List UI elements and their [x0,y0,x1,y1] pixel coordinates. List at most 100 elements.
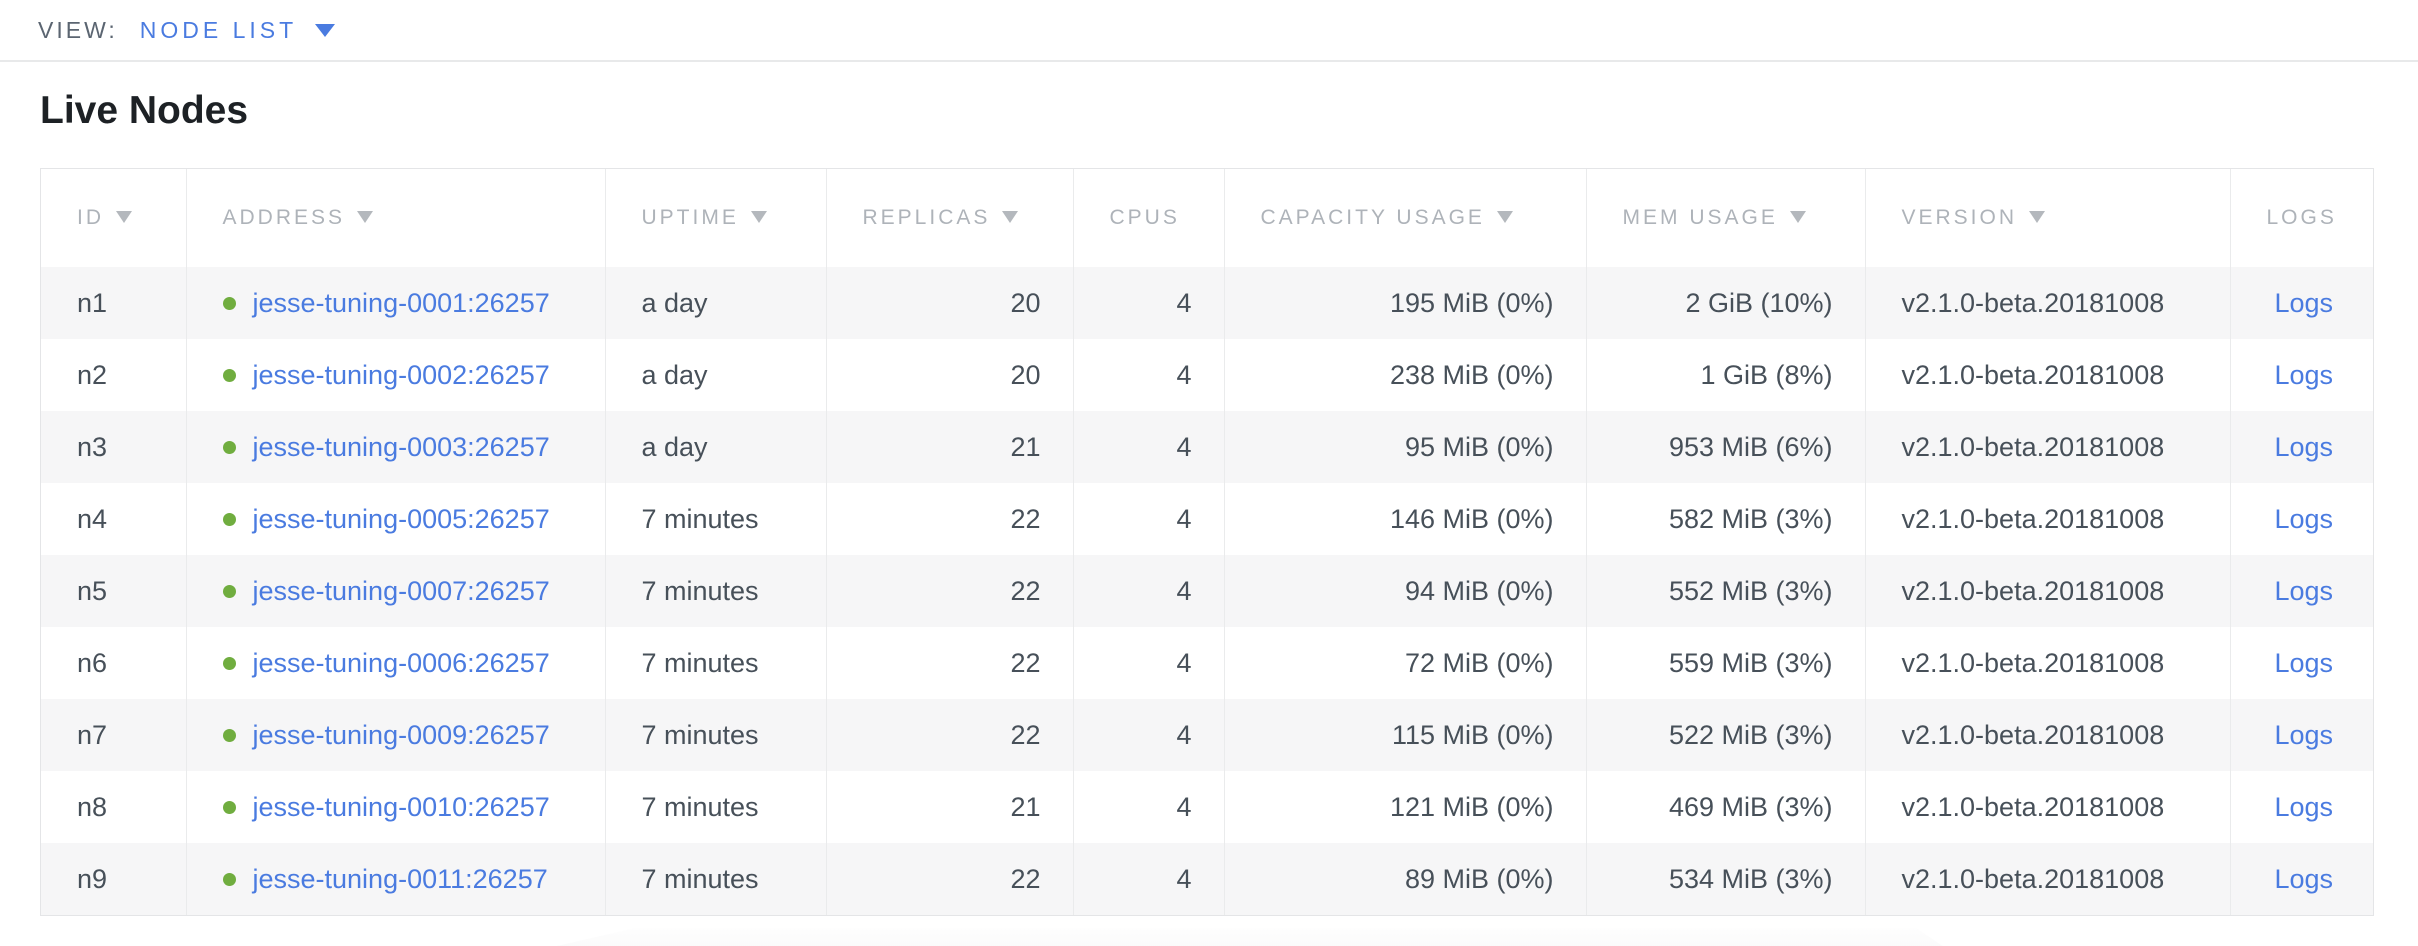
cell-logs: Logs [2230,411,2373,483]
column-header-label: REPLICAS [862,206,991,229]
column-header-capacity[interactable]: CAPACITY USAGE [1224,169,1587,267]
cell-id: n6 [41,627,187,699]
logs-link[interactable]: Logs [2274,431,2334,462]
live-nodes-table: ID ADDRESS UPTIME REPLICAS CPUS CAPACITY USAG… [40,168,2374,916]
logs-link[interactable]: Logs [2274,575,2334,606]
cell-version: v2.1.0-beta.20181008 [1865,627,2231,699]
view-selector-dropdown[interactable]: NODE LIST [139,16,336,44]
cell-id: n7 [41,699,187,771]
cell-mem: 522 MiB (3%) [1586,699,1866,771]
sort-desc-icon [1002,211,1019,223]
cell-mem: 582 MiB (3%) [1586,483,1866,555]
sort-desc-icon [357,211,374,223]
logs-link[interactable]: Logs [2274,647,2334,678]
node-address-link[interactable]: jesse-tuning-0007:26257 [252,575,550,606]
column-header-label: LOGS [2266,206,2337,229]
column-header-mem[interactable]: MEM USAGE [1586,169,1866,267]
cell-id: n9 [41,843,187,915]
cell-id: n1 [41,267,187,339]
cell-uptime: 7 minutes [605,771,827,843]
logs-link[interactable]: Logs [2274,863,2334,894]
cell-id: n3 [41,411,187,483]
cell-version: v2.1.0-beta.20181008 [1865,267,2231,339]
column-header-address[interactable]: ADDRESS [186,169,606,267]
column-header-replicas[interactable]: REPLICAS [826,169,1074,267]
cell-address: jesse-tuning-0011:26257 [186,843,606,915]
table-row: n1 jesse-tuning-0001:26257 a day 20 4 195 MiB… [41,267,2373,339]
cell-version: v2.1.0-beta.20181008 [1865,339,2231,411]
cell-uptime: 7 minutes [605,627,827,699]
table-row: n3 jesse-tuning-0003:26257 a day 21 4 95 MiB … [41,411,2373,483]
cell-address: jesse-tuning-0007:26257 [186,555,606,627]
node-address-link[interactable]: jesse-tuning-0011:26257 [252,863,548,894]
cell-replicas: 22 [826,483,1074,555]
logs-link[interactable]: Logs [2274,791,2334,822]
cell-address: jesse-tuning-0002:26257 [186,339,606,411]
cell-id: n2 [41,339,187,411]
cell-address: jesse-tuning-0009:26257 [186,699,606,771]
node-address-link[interactable]: jesse-tuning-0003:26257 [252,431,550,462]
logs-link[interactable]: Logs [2274,287,2334,318]
column-header-uptime[interactable]: UPTIME [605,169,827,267]
column-header-label: VERSION [1901,206,2018,229]
cell-version: v2.1.0-beta.20181008 [1865,411,2231,483]
node-address-link[interactable]: jesse-tuning-0010:26257 [252,791,550,822]
logs-link[interactable]: Logs [2274,503,2334,534]
logs-link[interactable]: Logs [2274,359,2334,390]
cell-id: n5 [41,555,187,627]
table-row: n5 jesse-tuning-0007:26257 7 minutes 22 4 94 … [41,555,2373,627]
live-status-dot-icon [222,440,236,454]
cell-mem: 2 GiB (10%) [1586,267,1866,339]
node-address-link[interactable]: jesse-tuning-0006:26257 [252,647,550,678]
node-address-link[interactable]: jesse-tuning-0001:26257 [252,287,550,318]
table-row: n9 jesse-tuning-0011:26257 7 minutes 22 4 89 … [41,843,2373,915]
cell-logs: Logs [2230,699,2373,771]
live-status-dot-icon [222,584,236,598]
cell-uptime: 7 minutes [605,555,827,627]
live-status-dot-icon [222,512,236,526]
cell-capacity: 94 MiB (0%) [1224,555,1587,627]
cell-logs: Logs [2230,627,2373,699]
cell-replicas: 22 [826,843,1074,915]
cell-mem: 552 MiB (3%) [1586,555,1866,627]
node-address-link[interactable]: jesse-tuning-0005:26257 [252,503,550,534]
column-header-id[interactable]: ID [41,169,187,267]
cell-replicas: 22 [826,627,1074,699]
cell-cpus: 4 [1073,267,1225,339]
cell-capacity: 95 MiB (0%) [1224,411,1587,483]
cell-mem: 469 MiB (3%) [1586,771,1866,843]
cell-replicas: 22 [826,555,1074,627]
node-address-link[interactable]: jesse-tuning-0002:26257 [252,359,550,390]
cell-uptime: 7 minutes [605,843,827,915]
cell-cpus: 4 [1073,339,1225,411]
cell-uptime: 7 minutes [605,699,827,771]
view-selector-bar: VIEW: NODE LIST [0,0,2418,62]
cell-capacity: 89 MiB (0%) [1224,843,1587,915]
node-address-link[interactable]: jesse-tuning-0009:26257 [252,719,550,750]
cell-capacity: 195 MiB (0%) [1224,267,1587,339]
table-row: n8 jesse-tuning-0010:26257 7 minutes 21 4 121… [41,771,2373,843]
cell-cpus: 4 [1073,483,1225,555]
cell-cpus: 4 [1073,843,1225,915]
cell-address: jesse-tuning-0001:26257 [186,267,606,339]
sort-desc-icon [1496,211,1513,223]
table-row: n2 jesse-tuning-0002:26257 a day 20 4 238 MiB… [41,339,2373,411]
logs-link[interactable]: Logs [2274,719,2334,750]
column-header-version[interactable]: VERSION [1865,169,2231,267]
live-status-dot-icon [222,728,236,742]
below-table-shape [505,928,1960,946]
sort-desc-icon [116,211,132,223]
cell-capacity: 121 MiB (0%) [1224,771,1587,843]
column-header-label: UPTIME [641,206,739,229]
cell-version: v2.1.0-beta.20181008 [1865,555,2231,627]
column-header-label: CPUS [1109,206,1180,229]
cell-mem: 559 MiB (3%) [1586,627,1866,699]
cell-capacity: 115 MiB (0%) [1224,699,1587,771]
cell-cpus: 4 [1073,555,1225,627]
column-header-logs: LOGS [2230,169,2373,267]
view-selected-value: NODE LIST [139,16,298,43]
cell-id: n8 [41,771,187,843]
live-status-dot-icon [222,296,236,310]
cell-replicas: 21 [826,411,1074,483]
cell-uptime: a day [605,411,827,483]
